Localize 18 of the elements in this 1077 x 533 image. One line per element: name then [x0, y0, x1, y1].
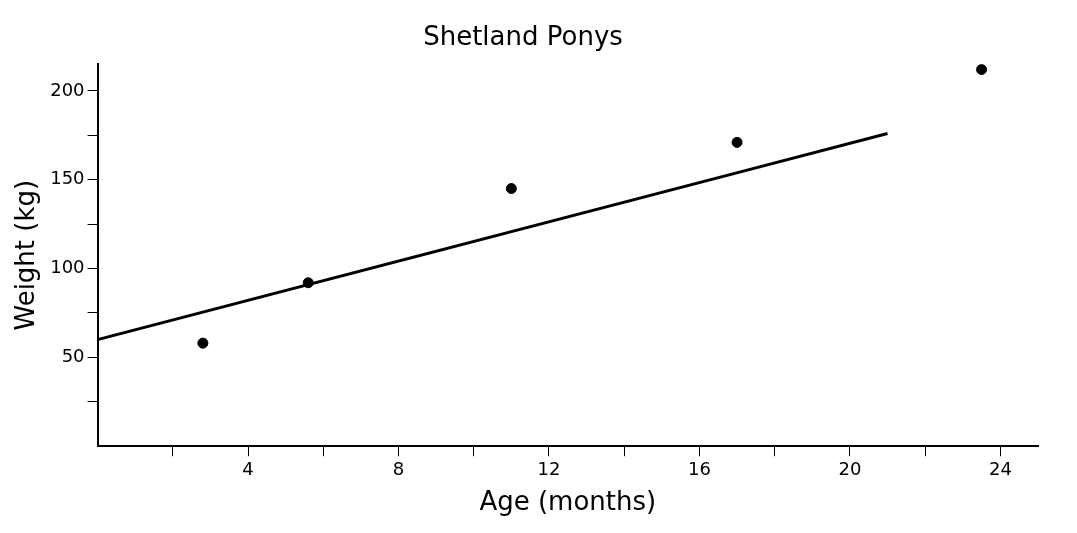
x-tick-label: 16 [687, 457, 711, 479]
y-tick-label: 200 [50, 78, 85, 100]
point [731, 136, 743, 148]
x-tick-label: 12 [537, 457, 561, 479]
y-tick-label: 100 [50, 256, 85, 278]
chart-title: Shetland Ponys [423, 21, 623, 52]
y-tick-label: 50 [61, 345, 85, 367]
x-tick-label: 20 [838, 457, 862, 479]
point [976, 64, 988, 76]
x-tick-label: 4 [242, 457, 254, 479]
point [302, 277, 314, 289]
y-axis-title: Weight (kg) [10, 179, 41, 331]
y-tick-label: 150 [50, 167, 85, 189]
x-tick-label: 8 [392, 457, 405, 479]
point [197, 337, 209, 349]
x-tick-label: 24 [988, 457, 1012, 479]
point [505, 183, 517, 195]
x-axis-title: Age (months) [479, 486, 657, 517]
